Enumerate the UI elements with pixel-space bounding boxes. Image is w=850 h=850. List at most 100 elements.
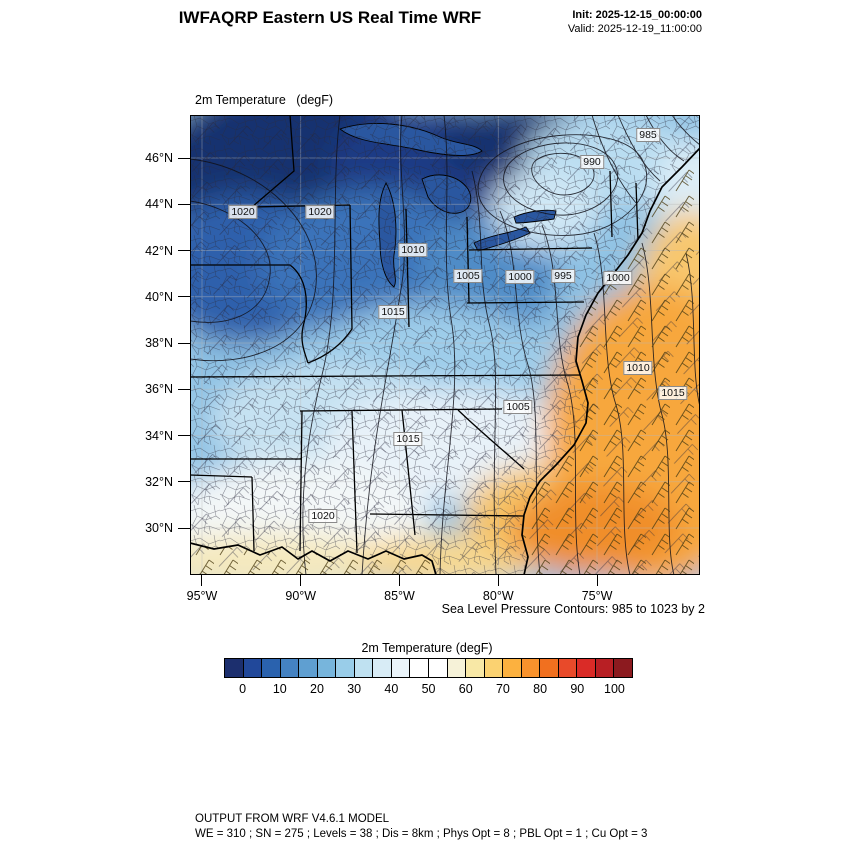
wind-barb-layer — [190, 115, 700, 575]
colorbar-cell — [336, 659, 355, 677]
colorbar-tick-label: 100 — [604, 682, 625, 696]
longitude-tick-col: 80°W — [449, 575, 548, 609]
latitude-tick-row: 32°N — [120, 459, 190, 505]
colorbar-cell — [391, 659, 411, 677]
longitude-tick-col: 85°W — [350, 575, 449, 609]
colorbar-cell — [558, 659, 578, 677]
map-canvas — [190, 115, 700, 575]
latitude-tick-label: 44°N — [145, 197, 173, 212]
longitude-tick-label: 85°W — [384, 589, 415, 603]
contour-caption: Sea Level Pressure Contours: 985 to 1023… — [441, 602, 705, 616]
longitude-tick-col: 95°W — [153, 575, 252, 609]
longitude-tick-mark — [497, 575, 499, 586]
footer-config-line: WE = 310 ; SN = 275 ; Levels = 38 ; Dis … — [195, 828, 648, 840]
pressure-contour-label: 990 — [580, 155, 604, 169]
pressure-contour-label: 1005 — [503, 400, 533, 414]
model-footer: OUTPUT FROM WRF V4.6.1 MODEL WE = 310 ; … — [195, 812, 647, 842]
colorbar-cell — [373, 659, 392, 677]
colorbar-tick-label: 80 — [533, 682, 548, 696]
colorbar-tick-label: 40 — [384, 682, 399, 696]
colorbar-tick-label: 0 — [239, 682, 247, 696]
latitude-tick-label: 38°N — [145, 336, 173, 351]
pressure-contour-label: 1010 — [398, 243, 428, 257]
pressure-contour-label: 1015 — [378, 305, 408, 319]
colorbar-cell — [447, 659, 467, 677]
latitude-tick-mark — [178, 481, 190, 483]
longitude-tick-mark — [399, 575, 400, 586]
weather-map: 1020 1020 1010 1015 1005 1000 995 1000 9… — [190, 115, 700, 575]
latitude-tick-row: 40°N — [120, 274, 190, 320]
colorbar-tick-label: 20 — [310, 682, 324, 696]
latitude-tick-label: 34°N — [145, 428, 173, 443]
init-time: Init: 2025-12-15_00:00:00 — [572, 9, 702, 21]
latitude-tick-label: 42°N — [145, 243, 173, 258]
valid-time: Valid: 2025-12-19_11:00:00 — [567, 23, 702, 35]
pressure-contour-label: 1020 — [308, 509, 338, 523]
latitude-tick-row: 46°N — [120, 135, 190, 181]
colorbar-cell — [614, 659, 633, 677]
pressure-contour-label: 1010 — [623, 361, 653, 375]
longitude-tick-mark — [201, 575, 203, 586]
latitude-tick-row: 44°N — [120, 181, 190, 227]
longitude-tick-label: 95°W — [186, 589, 218, 603]
colorbar-tick-labels: 0 10 20 30 40 50 60 70 80 90 100 — [224, 682, 633, 696]
colorbar-cell — [410, 659, 430, 677]
latitude-tick-mark — [178, 250, 190, 252]
longitude-tick-mark — [300, 575, 302, 586]
latitude-tick-mark — [178, 296, 190, 298]
pressure-contour-label: 1015 — [658, 386, 688, 400]
colorbar-cell — [595, 659, 615, 677]
longitude-axis: 95°W 90°W 85°W 80°W 75°W — [153, 575, 647, 609]
pressure-contour-label: 1015 — [393, 432, 423, 446]
colorbar-cell — [354, 659, 374, 677]
longitude-tick-label: 75°W — [581, 589, 613, 603]
pressure-contour-label: 1005 — [453, 269, 483, 283]
colorbar-tick-label: 10 — [272, 682, 287, 696]
latitude-tick-mark — [178, 435, 190, 437]
latitude-tick-row: 36°N — [120, 366, 190, 412]
pressure-contour-label: 1000 — [603, 271, 633, 285]
colorbar — [224, 658, 633, 678]
longitude-tick-label: 90°W — [285, 589, 317, 603]
latitude-tick-mark — [178, 342, 190, 344]
colorbar-tick-label: 30 — [347, 682, 362, 696]
latitude-axis: 46°N 44°N 42°N 40°N 38°N 36°N 34°N — [120, 135, 190, 551]
colorbar-cell — [243, 659, 263, 677]
latitude-tick-label: 32°N — [145, 474, 173, 489]
colorbar-tick-label: 60 — [458, 682, 473, 696]
latitude-tick-mark — [178, 388, 190, 390]
colorbar-title: 2m Temperature (degF) — [361, 641, 493, 655]
colorbar-cell — [299, 659, 318, 677]
pressure-contour-label: 995 — [551, 269, 575, 283]
longitude-tick-mark — [596, 575, 598, 586]
colorbar-tick-label: 90 — [570, 682, 585, 696]
colorbar-cell — [540, 659, 559, 677]
longitude-tick-label: 80°W — [482, 589, 514, 603]
colorbar-cell — [577, 659, 596, 677]
latitude-tick-mark — [178, 157, 190, 159]
latitude-tick-mark — [178, 203, 190, 205]
latitude-tick-label: 36°N — [145, 382, 173, 397]
latitude-tick-label: 40°N — [145, 289, 173, 304]
latitude-tick-label: 30°N — [145, 521, 173, 536]
longitude-tick-col: 90°W — [251, 575, 350, 609]
run-times: Init: 2025-12-15_00:00:00 Valid: 2025-12… — [568, 8, 702, 36]
coastline — [190, 147, 700, 575]
pressure-contour-label: 1020 — [228, 205, 258, 219]
colorbar-cell — [225, 659, 244, 677]
longitude-tick-col: 75°W — [548, 575, 647, 609]
colorbar-cell — [262, 659, 281, 677]
latitude-tick-row: 38°N — [120, 320, 190, 366]
colorbar-cell — [503, 659, 522, 677]
pressure-contour-label: 985 — [636, 128, 660, 142]
colorbar-cell — [466, 659, 485, 677]
latitude-tick-mark — [178, 527, 190, 529]
colorbar-cell — [317, 659, 337, 677]
page-title: IWFAQRP Eastern US Real Time WRF — [178, 8, 482, 27]
overlay-temperature: 2m Temperature (degF) — [195, 93, 334, 107]
colorbar-tick-label: 50 — [421, 682, 436, 696]
colorbar-cell — [484, 659, 504, 677]
pressure-contour-label: 1000 — [505, 270, 535, 284]
pressure-contour-label: 1020 — [305, 205, 335, 219]
